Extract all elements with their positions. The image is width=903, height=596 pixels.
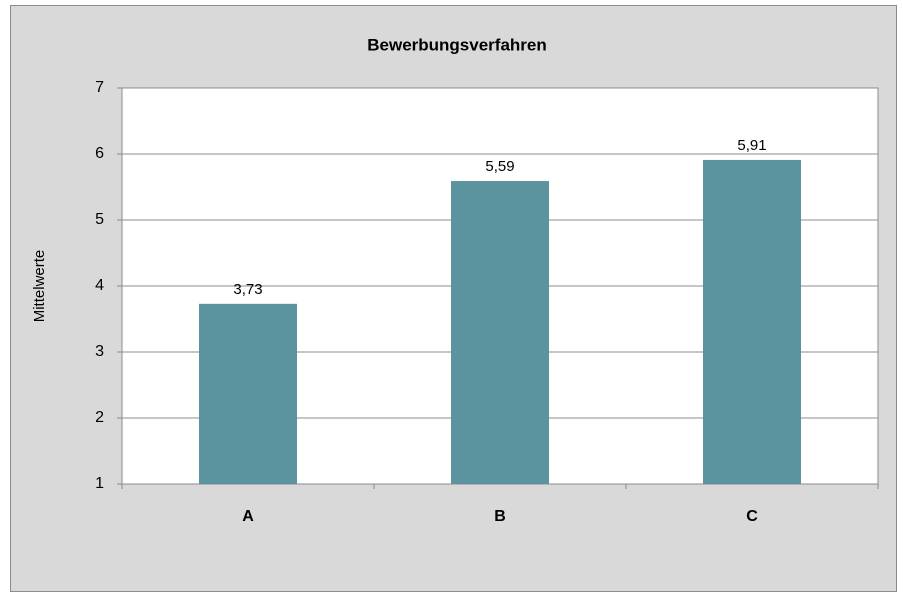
y-tick-label: 3: [95, 343, 104, 360]
y-tick-label: 5: [95, 211, 104, 228]
chart-title: Bewerbungsverfahren: [367, 35, 547, 54]
data-label: 5,91: [737, 137, 766, 154]
bar: [703, 159, 801, 484]
y-tick-label: 6: [95, 145, 104, 162]
y-axis-label: Mittelwerte: [31, 250, 48, 323]
y-tick-label: 1: [95, 475, 104, 492]
data-label: 5,59: [485, 158, 514, 175]
data-label: 3,73: [233, 281, 262, 298]
x-tick-label: C: [746, 508, 758, 525]
bar: [199, 303, 297, 484]
y-tick-label: 4: [95, 277, 104, 294]
y-tick-label: 2: [95, 409, 104, 426]
x-tick-label: B: [494, 508, 506, 525]
bar: [451, 181, 549, 484]
x-tick-label: A: [242, 508, 254, 525]
y-tick-label: 7: [95, 79, 104, 96]
